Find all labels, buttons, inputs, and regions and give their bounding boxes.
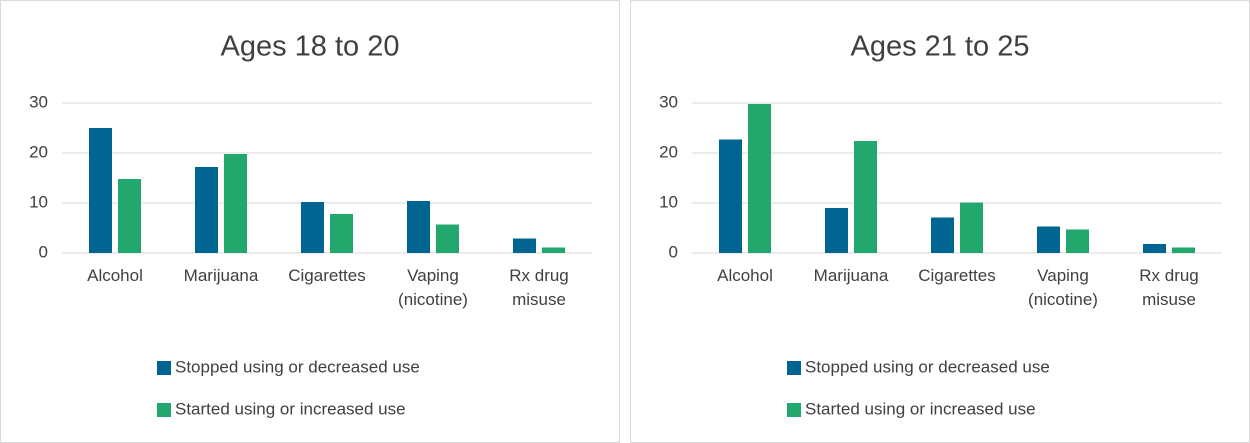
chart-title: Ages 21 to 25: [851, 31, 1030, 63]
bar: [854, 141, 877, 253]
bar: [748, 104, 771, 253]
legend-label: Started using or increased use: [805, 399, 1036, 418]
y-tick-label: 20: [659, 142, 678, 161]
bar: [407, 201, 430, 253]
x-tick-label: Marijuana: [184, 266, 259, 285]
bar: [1037, 226, 1060, 253]
bar: [330, 214, 353, 253]
y-tick-label: 0: [39, 242, 48, 261]
bar: [542, 247, 565, 253]
y-tick-label: 30: [29, 92, 48, 111]
legend-swatch: [787, 361, 801, 375]
x-tick-label: Cigarettes: [288, 266, 365, 285]
y-tick-label: 10: [659, 192, 678, 211]
bar: [1066, 229, 1089, 253]
x-tick-label: Marijuana: [814, 266, 889, 285]
legend-swatch: [787, 403, 801, 417]
legend-swatch: [157, 403, 171, 417]
legend-label: Started using or increased use: [175, 399, 406, 418]
bar: [719, 139, 742, 253]
bar: [825, 208, 848, 253]
y-tick-label: 30: [659, 92, 678, 111]
bar: [931, 217, 954, 253]
bar: [960, 202, 983, 253]
bar: [224, 154, 247, 253]
legend-label: Stopped using or decreased use: [175, 357, 420, 376]
bar: [436, 224, 459, 253]
chart-title: Ages 18 to 20: [221, 31, 400, 63]
y-tick-label: 0: [669, 242, 678, 261]
x-tick-label: Vaping (nicotine): [1028, 266, 1098, 309]
legend-swatch: [157, 361, 171, 375]
x-tick-label: Alcohol: [717, 266, 773, 285]
bar: [118, 179, 141, 253]
x-tick-label: Alcohol: [87, 266, 143, 285]
bar: [301, 202, 324, 253]
y-tick-label: 20: [29, 142, 48, 161]
x-tick-label: Rx drug misuse: [509, 266, 569, 309]
bar: [89, 128, 112, 253]
y-tick-label: 10: [29, 192, 48, 211]
bar: [1172, 247, 1195, 253]
x-tick-label: Vaping (nicotine): [398, 266, 468, 309]
bar: [195, 167, 218, 253]
bar: [513, 238, 536, 253]
legend-label: Stopped using or decreased use: [805, 357, 1050, 376]
bar: [1143, 244, 1166, 253]
x-tick-label: Rx drug misuse: [1139, 266, 1199, 309]
x-tick-label: Cigarettes: [918, 266, 995, 285]
